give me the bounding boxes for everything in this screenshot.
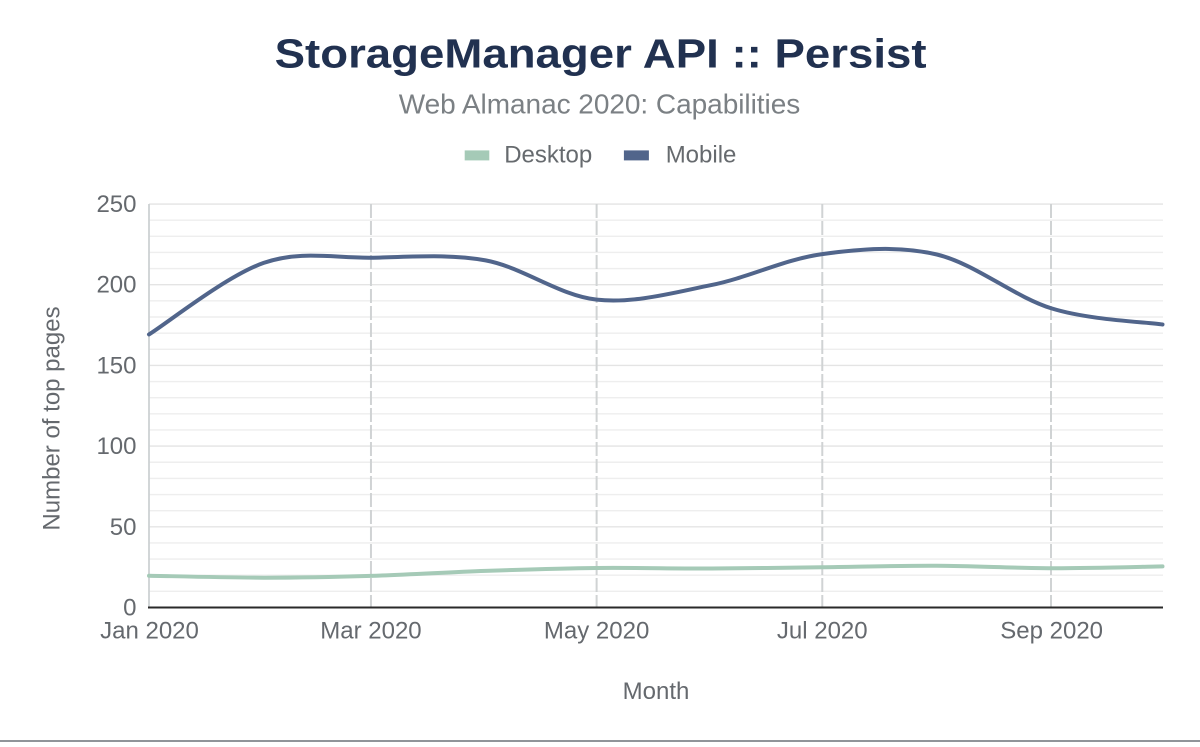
svg-text:May 2020: May 2020 bbox=[544, 618, 649, 645]
svg-text:200: 200 bbox=[96, 272, 136, 299]
svg-text:Mar 2020: Mar 2020 bbox=[320, 618, 421, 645]
svg-text:100: 100 bbox=[96, 433, 136, 460]
svg-text:250: 250 bbox=[96, 191, 136, 218]
svg-text:Jul 2020: Jul 2020 bbox=[777, 618, 868, 645]
svg-text:Mobile: Mobile bbox=[666, 142, 737, 169]
svg-text:Jan 2020: Jan 2020 bbox=[100, 618, 199, 645]
svg-text:Web Almanac 2020: Capabilities: Web Almanac 2020: Capabilities bbox=[399, 89, 801, 120]
svg-text:Month: Month bbox=[623, 678, 690, 705]
svg-text:Desktop: Desktop bbox=[504, 142, 592, 169]
svg-text:Sep 2020: Sep 2020 bbox=[1000, 618, 1103, 645]
svg-text:150: 150 bbox=[96, 352, 136, 379]
svg-text:50: 50 bbox=[110, 514, 137, 541]
svg-text:StorageManager API :: Persist: StorageManager API :: Persist bbox=[275, 31, 927, 77]
svg-text:0: 0 bbox=[123, 595, 136, 622]
svg-text:Number of top pages: Number of top pages bbox=[39, 306, 66, 530]
